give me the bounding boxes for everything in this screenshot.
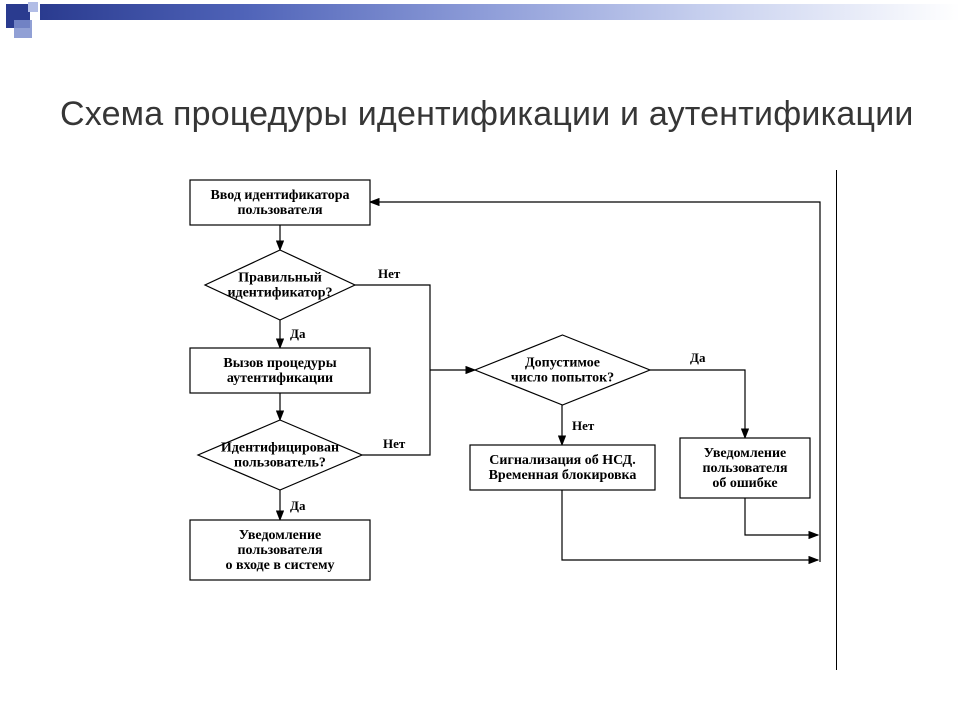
flow-node-label: Ввод идентификатора [210,188,349,203]
flow-node-label: пользователя [237,543,322,558]
flow-edge [650,370,745,438]
flowchart: Ввод идентификаторапользователяПравильны… [150,170,850,690]
flow-node-label: Уведомление [239,528,321,543]
flow-edge [745,498,818,535]
flow-node-label: об ошибке [712,476,777,491]
slide-top-decoration [0,0,960,40]
flow-node-label: пользователь? [234,456,326,471]
flow-edge-label: Да [690,350,706,365]
flow-node-label: идентификатор? [227,286,332,301]
page-title: Схема процедуры идентификации и аутентиф… [60,93,914,136]
flow-node-label: Правильный [238,271,322,286]
flow-edge-label: Нет [378,266,401,281]
flow-edge-label: Нет [572,418,595,433]
deco-square [28,2,38,12]
flow-node-label: Идентифицирован [221,441,339,456]
flow-node-label: число попыток? [511,371,614,386]
flow-node-label: Вызов процедуры [223,356,336,371]
deco-gradient [40,4,960,20]
flow-edge-label: Да [290,498,306,513]
flow-node-label: пользователя [702,461,787,476]
flow-node-label: аутентификации [227,371,333,386]
flow-node-label: Сигнализация об НСД. [489,453,635,468]
flow-edge [562,490,818,560]
flow-node-label: пользователя [237,203,322,218]
flow-node-label: Допустимое [525,356,600,371]
flow-node-label: Уведомление [704,446,786,461]
deco-square [14,20,32,38]
flow-edge-label: Да [290,326,306,341]
flow-node-label: о входе в систему [225,558,334,573]
flow-edge-label: Нет [383,436,406,451]
flow-node-label: Временная блокировка [489,468,637,483]
